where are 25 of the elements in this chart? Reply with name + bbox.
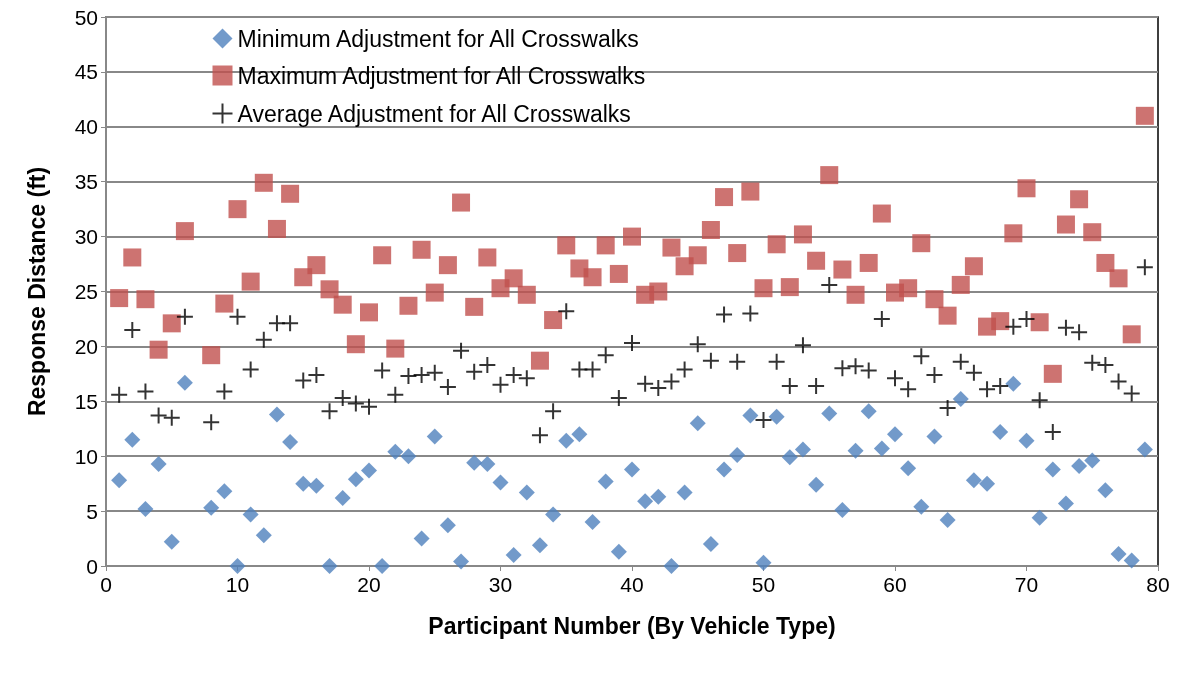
y-tick-label: 0 <box>86 554 98 578</box>
x-tick-label: 20 <box>357 573 381 596</box>
x-tick-label: 10 <box>225 573 250 596</box>
legend-label: Average Adjustment for All Crosswalks <box>237 100 631 127</box>
y-tick-label: 20 <box>74 334 98 358</box>
y-tick-label: 30 <box>74 225 98 249</box>
y-tick-label: 15 <box>74 389 98 413</box>
x-tick-label: 60 <box>883 573 907 596</box>
y-tick-label: 40 <box>74 115 98 139</box>
x-tick-label: 30 <box>488 573 513 596</box>
y-tick-label: 50 <box>74 5 98 29</box>
y-tick-label: 5 <box>86 499 98 523</box>
legend-label: Maximum Adjustment for All Crosswalks <box>237 62 646 89</box>
x-axis-title: Participant Number (By Vehicle Type) <box>428 612 836 639</box>
x-tick-label: 70 <box>1014 573 1039 596</box>
y-tick-label: 25 <box>74 280 98 303</box>
x-tick-label: 80 <box>1146 573 1170 596</box>
y-tick-label: 35 <box>74 170 98 194</box>
y-tick-label: 45 <box>74 60 98 84</box>
x-tick-label: 50 <box>751 573 776 596</box>
legend-label: Minimum Adjustment for All Crosswalks <box>237 25 639 52</box>
x-tick-label: 40 <box>620 573 644 596</box>
y-tick-label: 10 <box>74 444 98 468</box>
y-axis-title: Response Distance (ft) <box>23 166 50 417</box>
x-tick-label: 0 <box>100 573 112 596</box>
